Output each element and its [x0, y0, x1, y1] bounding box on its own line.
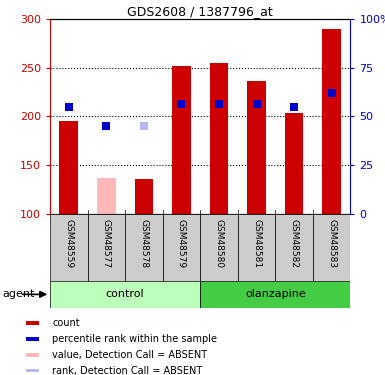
- Bar: [27, 352, 38, 357]
- Bar: [59, 121, 78, 214]
- Bar: [209, 63, 228, 214]
- Bar: [27, 321, 38, 325]
- Bar: [27, 369, 38, 372]
- Bar: [27, 337, 38, 340]
- Text: control: control: [106, 290, 144, 299]
- Text: olanzapine: olanzapine: [245, 290, 306, 299]
- Text: GSM48582: GSM48582: [290, 219, 298, 268]
- Bar: [285, 113, 303, 214]
- Bar: [172, 66, 191, 214]
- Text: percentile rank within the sample: percentile rank within the sample: [52, 334, 218, 344]
- Bar: [313, 214, 350, 281]
- Point: [291, 104, 297, 110]
- Bar: [238, 214, 275, 281]
- Bar: [134, 178, 153, 214]
- Text: GSM48559: GSM48559: [64, 219, 73, 268]
- Bar: [97, 178, 116, 214]
- Text: GSM48579: GSM48579: [177, 219, 186, 268]
- Bar: [88, 214, 125, 281]
- Point: [216, 100, 222, 106]
- Point: [103, 123, 109, 129]
- Bar: [247, 81, 266, 214]
- Bar: [50, 214, 88, 281]
- Bar: [200, 281, 350, 308]
- Text: GSM48578: GSM48578: [139, 219, 148, 268]
- Text: rank, Detection Call = ABSENT: rank, Detection Call = ABSENT: [52, 366, 203, 375]
- Point: [141, 123, 147, 129]
- Text: GSM48581: GSM48581: [252, 219, 261, 268]
- Title: GDS2608 / 1387796_at: GDS2608 / 1387796_at: [127, 4, 273, 18]
- Point: [178, 100, 184, 106]
- Point: [253, 100, 259, 106]
- Point: [328, 90, 335, 96]
- Text: agent: agent: [2, 290, 34, 299]
- Text: count: count: [52, 318, 80, 328]
- Text: value, Detection Call = ABSENT: value, Detection Call = ABSENT: [52, 350, 208, 360]
- Bar: [322, 28, 341, 214]
- Text: GSM48577: GSM48577: [102, 219, 111, 268]
- Bar: [200, 214, 238, 281]
- Bar: [125, 214, 163, 281]
- Bar: [50, 281, 200, 308]
- Bar: [275, 214, 313, 281]
- Text: GSM48580: GSM48580: [214, 219, 223, 268]
- Point: [66, 104, 72, 110]
- Bar: [163, 214, 200, 281]
- Text: GSM48583: GSM48583: [327, 219, 336, 268]
